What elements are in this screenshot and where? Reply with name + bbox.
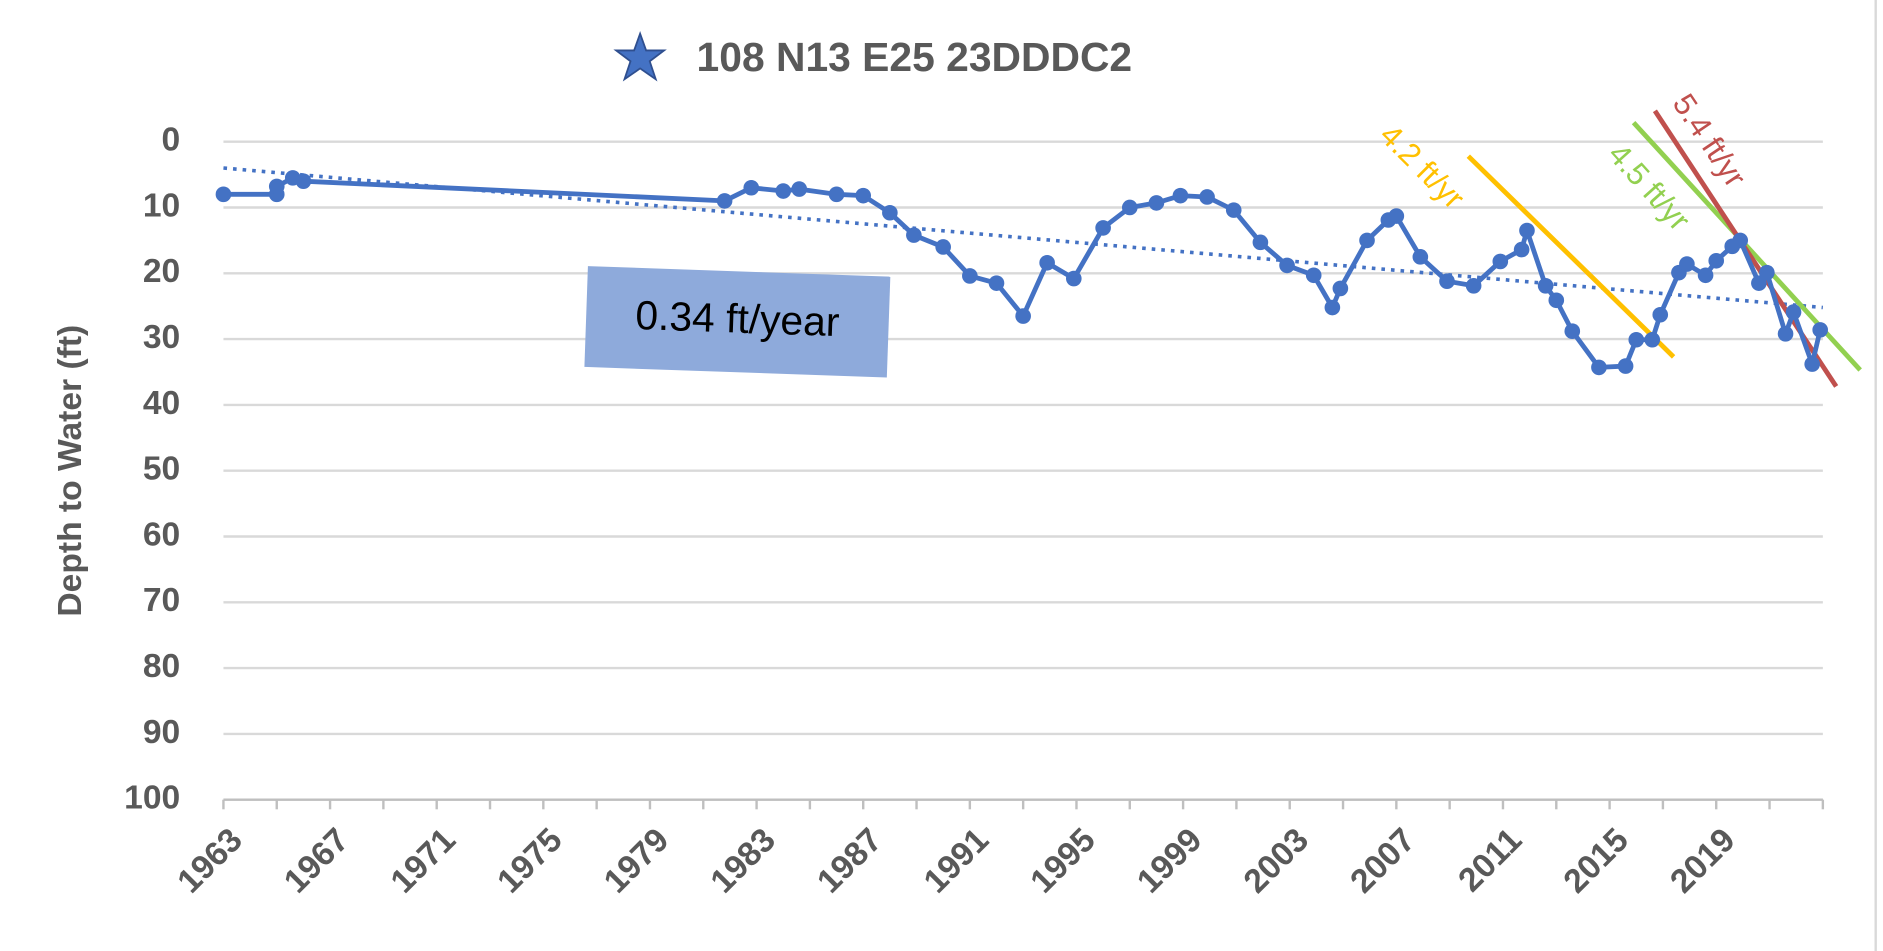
data-point — [791, 181, 808, 197]
data-point — [1388, 208, 1405, 224]
trend-label: 0.34 ft/year — [635, 292, 841, 345]
data-point — [1359, 232, 1375, 249]
data-point — [1465, 277, 1482, 294]
y-tick-label: 20 — [143, 253, 180, 290]
data-point — [1697, 267, 1714, 284]
data-point — [1679, 256, 1695, 272]
data-point — [1172, 187, 1189, 204]
data-point — [962, 268, 978, 284]
y-tick-label: 10 — [143, 187, 180, 224]
data-point — [1279, 257, 1295, 274]
data-point — [1412, 249, 1429, 265]
y-tick-label: 80 — [143, 648, 180, 685]
y-tick-label: 30 — [143, 319, 180, 356]
data-point — [1652, 306, 1669, 323]
data-point — [268, 178, 285, 195]
y-tick-label: 100 — [124, 780, 180, 817]
data-point — [1591, 359, 1607, 376]
chart-title: 108 N13 E25 23DDDC2 — [697, 34, 1133, 80]
data-point — [215, 186, 232, 203]
data-point — [1513, 241, 1530, 258]
data-point — [988, 275, 1005, 291]
data-point — [1305, 267, 1322, 284]
data-point — [1804, 356, 1820, 372]
trend-line — [223, 166, 1824, 310]
title-star — [613, 30, 667, 82]
data-point — [1492, 253, 1509, 270]
data-point — [775, 183, 792, 199]
data-point — [1777, 326, 1794, 342]
data-point — [1324, 299, 1341, 316]
data-point — [935, 239, 951, 255]
data-point — [1252, 234, 1269, 251]
data-point — [882, 204, 898, 221]
data-point — [1039, 254, 1055, 271]
data-point — [1564, 323, 1581, 340]
data-point — [1225, 202, 1242, 218]
data-point — [1759, 264, 1775, 281]
y-axis-label: Depth to Water (ft) — [52, 325, 89, 617]
y-tick-label: 50 — [143, 451, 180, 488]
data-point — [1065, 270, 1082, 287]
data-point — [1015, 308, 1031, 324]
data-point — [1812, 322, 1828, 338]
data-point — [1095, 220, 1111, 236]
data-point — [1199, 189, 1215, 205]
data-point — [743, 179, 760, 196]
data-point — [1121, 199, 1138, 216]
data-point — [906, 227, 922, 243]
data-point — [1537, 277, 1554, 294]
data-point — [1785, 304, 1802, 320]
data-point — [1628, 331, 1645, 348]
data-point — [1617, 358, 1634, 374]
data-point — [855, 187, 872, 204]
data-point — [1548, 292, 1565, 309]
y-tick-label: 90 — [143, 714, 180, 751]
data-point — [1519, 222, 1535, 239]
y-tick-label: 70 — [143, 582, 180, 619]
data-point — [1439, 273, 1455, 289]
y-tick-label: 60 — [143, 516, 180, 553]
data-point — [295, 173, 312, 189]
y-tick-label: 0 — [162, 122, 181, 159]
trend-line — [1466, 154, 1676, 359]
data-point — [1148, 195, 1165, 211]
data-point — [1708, 252, 1725, 269]
data-point — [716, 193, 733, 209]
data-point — [1644, 331, 1661, 348]
data-point — [1332, 280, 1349, 297]
data-point — [828, 186, 845, 203]
annotation-box — [584, 266, 891, 378]
y-tick-label: 40 — [143, 385, 180, 422]
data-point — [1732, 232, 1749, 249]
